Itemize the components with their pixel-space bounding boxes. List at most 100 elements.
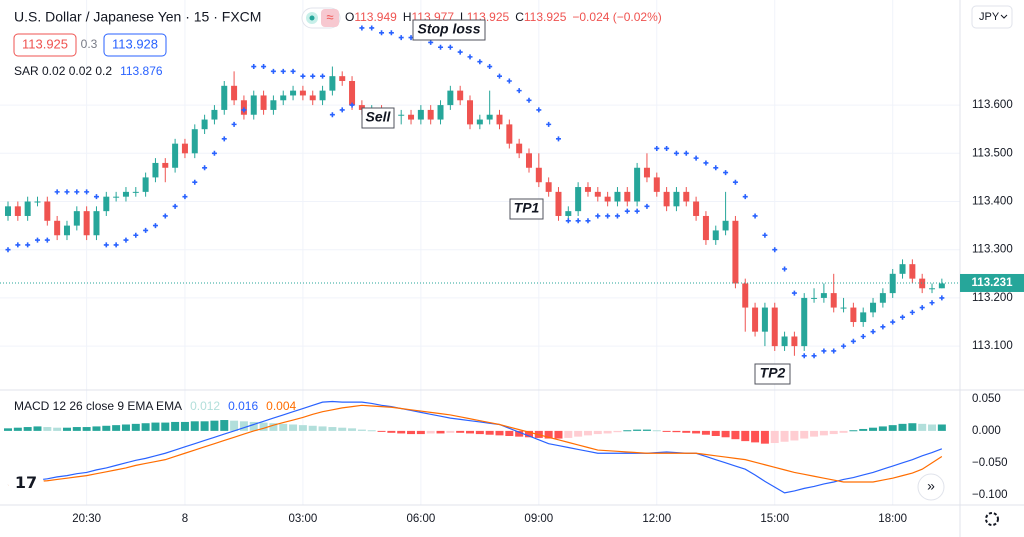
buy-button[interactable] xyxy=(103,33,167,57)
scroll-glyph: » xyxy=(927,478,935,494)
sar-dot xyxy=(123,237,129,243)
candle-body xyxy=(732,220,739,284)
histogram-bar xyxy=(475,430,484,435)
histogram-bar xyxy=(524,430,533,438)
sar-dot xyxy=(497,73,502,79)
histogram-bar xyxy=(308,425,317,431)
currency: JPY xyxy=(979,11,1000,23)
scroll-button[interactable] xyxy=(917,473,945,501)
sar-dot xyxy=(5,247,11,253)
sar-dot xyxy=(143,227,149,233)
candle-body xyxy=(516,143,523,154)
candle-body xyxy=(142,177,149,192)
histogram-bar xyxy=(338,427,347,431)
candle-body xyxy=(752,307,759,332)
sar-dot xyxy=(605,213,611,219)
grid-layer xyxy=(0,0,960,505)
sar-value: 113.876 xyxy=(120,64,163,78)
histogram-bar xyxy=(692,430,701,434)
sar-dot xyxy=(280,68,286,74)
candle-body xyxy=(486,114,493,120)
sar-dot xyxy=(64,189,70,195)
sar-dot xyxy=(703,160,709,166)
candle-body xyxy=(201,119,208,130)
sar-dot xyxy=(34,237,40,243)
candle-body xyxy=(122,191,129,197)
candle-body xyxy=(801,297,808,347)
histogram-bar xyxy=(407,430,416,435)
currency-button[interactable] xyxy=(971,5,1013,29)
x-tick-label: 8 xyxy=(182,513,188,525)
histogram-bar xyxy=(328,427,337,431)
sar-dot xyxy=(447,44,453,50)
sell-button[interactable] xyxy=(13,33,77,57)
x-tick-label: 12:00 xyxy=(642,513,671,525)
candle-body xyxy=(162,162,169,168)
annotation-box xyxy=(509,198,544,220)
sar-dot xyxy=(310,73,316,79)
histogram-bar xyxy=(731,430,740,440)
histogram-bar xyxy=(131,423,140,431)
histogram-bar xyxy=(23,427,32,431)
histogram-bar xyxy=(318,426,327,431)
sar-dot xyxy=(467,54,473,60)
histogram-bar xyxy=(239,421,248,431)
sar-dot xyxy=(231,121,237,127)
settings-gear[interactable] xyxy=(985,512,999,526)
candle-body xyxy=(830,293,837,308)
macd-label: MACD 12 26 close 9 EMA EMA xyxy=(14,399,182,413)
candle-body xyxy=(211,109,218,120)
histogram-bar xyxy=(554,430,563,439)
candle-body xyxy=(742,283,749,308)
candle-body xyxy=(280,95,287,101)
histogram-bar xyxy=(220,420,229,431)
ask-price: 113.928 xyxy=(112,36,158,51)
symbol-title[interactable]: U.S. Dollar / Japanese Yen · 15 · FXCM xyxy=(14,9,261,25)
histogram-bar xyxy=(151,422,160,431)
histogram-bar xyxy=(141,423,150,431)
candle-body xyxy=(250,95,257,115)
sar-dot xyxy=(15,242,21,248)
candle-body xyxy=(44,201,51,221)
candle-body xyxy=(712,230,719,241)
histogram-bar xyxy=(416,430,425,435)
candle-body xyxy=(319,90,326,101)
histogram-bar xyxy=(918,423,927,431)
candle-body xyxy=(152,162,159,178)
sar-dot xyxy=(742,194,748,200)
annotation-box xyxy=(361,107,395,129)
sar-dot xyxy=(585,218,591,224)
histogram-bar xyxy=(574,430,583,437)
histogram-bar xyxy=(387,430,396,433)
histogram-bar xyxy=(633,429,642,431)
spread: 0.3 xyxy=(81,37,98,51)
y-tick-label: 113.200 xyxy=(972,292,1013,304)
candle-body xyxy=(299,90,306,96)
candle-body xyxy=(860,312,867,323)
candle-body xyxy=(427,109,434,120)
sar-dot xyxy=(723,170,729,176)
candle-body xyxy=(850,307,857,323)
sar-dot xyxy=(152,223,158,229)
sar-dot xyxy=(801,353,807,359)
histogram-bar xyxy=(43,427,52,431)
macd-line xyxy=(7,404,943,486)
histogram-bar xyxy=(721,430,730,438)
candle-body xyxy=(771,307,778,347)
histogram-bar xyxy=(102,425,111,431)
sar-dot xyxy=(811,353,817,359)
y-tick-label: 113.500 xyxy=(972,147,1013,159)
candle-body xyxy=(722,220,729,231)
sar-dot xyxy=(693,155,699,161)
candle-body xyxy=(506,124,513,144)
sar-dot xyxy=(870,329,876,335)
y-tick-label: 113.600 xyxy=(972,99,1013,111)
x-tick-label: 09:00 xyxy=(524,513,553,525)
candle-body xyxy=(457,90,464,101)
histogram-bar xyxy=(908,423,917,431)
histogram-bar xyxy=(829,430,838,435)
sync-icon[interactable] xyxy=(321,9,339,27)
candle-body xyxy=(584,187,591,192)
sar-legend: SAR 0.02 0.02 0.2 113.876 xyxy=(14,64,163,78)
sar-dot xyxy=(261,64,267,70)
